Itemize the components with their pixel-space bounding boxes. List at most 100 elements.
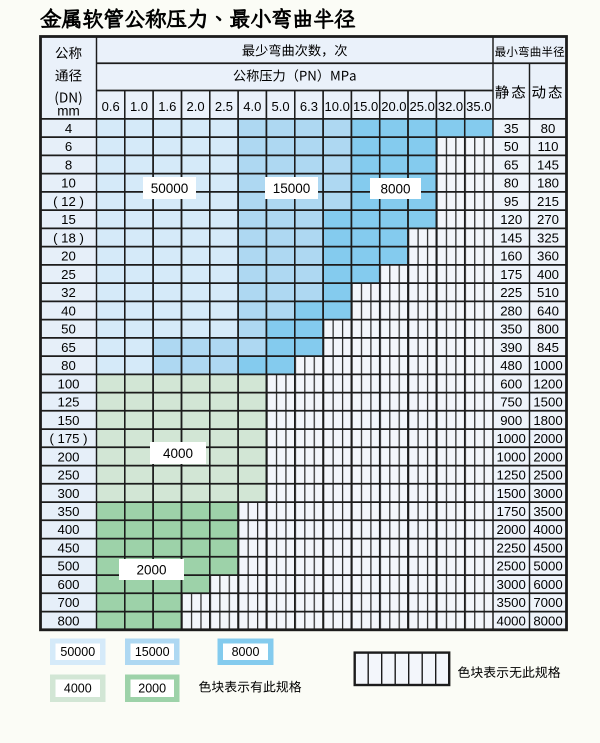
svg-text:( 12 ): ( 12 ) bbox=[53, 194, 84, 209]
svg-text:35.0: 35.0 bbox=[466, 99, 491, 114]
svg-text:120: 120 bbox=[500, 212, 522, 227]
svg-text:4500: 4500 bbox=[533, 541, 562, 556]
svg-text:0.6: 0.6 bbox=[102, 99, 120, 114]
svg-text:270: 270 bbox=[537, 212, 559, 227]
svg-text:50: 50 bbox=[61, 322, 76, 337]
svg-text:( 18 ): ( 18 ) bbox=[53, 230, 84, 245]
svg-text:50: 50 bbox=[504, 139, 519, 154]
svg-text:4.0: 4.0 bbox=[243, 99, 261, 114]
svg-text:1250: 1250 bbox=[497, 468, 526, 483]
svg-text:640: 640 bbox=[537, 303, 559, 318]
svg-text:3000: 3000 bbox=[497, 577, 526, 592]
svg-text:1.6: 1.6 bbox=[158, 99, 176, 114]
svg-text:2000: 2000 bbox=[533, 431, 562, 446]
svg-text:35: 35 bbox=[504, 121, 519, 136]
svg-text:510: 510 bbox=[537, 285, 559, 300]
svg-text:225: 225 bbox=[500, 285, 522, 300]
svg-text:2000: 2000 bbox=[497, 522, 526, 537]
svg-text:4000: 4000 bbox=[497, 614, 526, 629]
svg-text:750: 750 bbox=[500, 395, 522, 410]
svg-text:2500: 2500 bbox=[497, 559, 526, 574]
svg-text:1000: 1000 bbox=[533, 358, 562, 373]
svg-text:2.5: 2.5 bbox=[215, 99, 233, 114]
svg-text:32.0: 32.0 bbox=[438, 99, 463, 114]
svg-text:175: 175 bbox=[500, 267, 522, 282]
svg-text:4000: 4000 bbox=[533, 522, 562, 537]
svg-text:800: 800 bbox=[537, 322, 559, 337]
svg-text:5.0: 5.0 bbox=[272, 99, 290, 114]
svg-text:10.0: 10.0 bbox=[325, 99, 350, 114]
svg-text:4: 4 bbox=[65, 121, 72, 136]
svg-text:150: 150 bbox=[57, 413, 79, 428]
svg-text:8: 8 bbox=[65, 157, 72, 172]
svg-text:160: 160 bbox=[500, 249, 522, 264]
svg-text:8000: 8000 bbox=[533, 614, 562, 629]
svg-text:845: 845 bbox=[537, 340, 559, 355]
svg-text:1800: 1800 bbox=[533, 413, 562, 428]
svg-text:215: 215 bbox=[537, 194, 559, 209]
svg-text:2000: 2000 bbox=[533, 449, 562, 464]
svg-text:25: 25 bbox=[61, 267, 76, 282]
svg-text:2000: 2000 bbox=[136, 562, 166, 577]
svg-text:10: 10 bbox=[61, 176, 76, 191]
svg-text:32: 32 bbox=[61, 285, 76, 300]
svg-text:5000: 5000 bbox=[533, 559, 562, 574]
svg-text:50000: 50000 bbox=[151, 181, 189, 196]
svg-text:360: 360 bbox=[537, 249, 559, 264]
svg-text:2.0: 2.0 bbox=[187, 99, 205, 114]
svg-text:3500: 3500 bbox=[533, 504, 562, 519]
svg-text:325: 325 bbox=[537, 230, 559, 245]
svg-text:600: 600 bbox=[57, 577, 79, 592]
svg-text:2500: 2500 bbox=[533, 468, 562, 483]
svg-text:50000: 50000 bbox=[60, 645, 95, 659]
svg-text:110: 110 bbox=[537, 139, 558, 154]
svg-text:800: 800 bbox=[57, 614, 79, 629]
svg-text:390: 390 bbox=[500, 340, 522, 355]
svg-text:65: 65 bbox=[61, 340, 76, 355]
svg-text:145: 145 bbox=[500, 230, 522, 245]
svg-text:1500: 1500 bbox=[497, 486, 526, 501]
svg-text:500: 500 bbox=[57, 559, 79, 574]
svg-text:145: 145 bbox=[537, 157, 559, 172]
svg-text:8000: 8000 bbox=[380, 181, 410, 196]
svg-text:2250: 2250 bbox=[497, 541, 526, 556]
svg-text:280: 280 bbox=[500, 303, 522, 318]
svg-text:mm: mm bbox=[57, 104, 80, 119]
svg-text:100: 100 bbox=[57, 376, 79, 391]
svg-text:8000: 8000 bbox=[232, 645, 260, 659]
svg-text:20: 20 bbox=[61, 249, 76, 264]
svg-text:180: 180 bbox=[537, 176, 559, 191]
svg-text:1000: 1000 bbox=[497, 431, 526, 446]
svg-text:350: 350 bbox=[57, 504, 79, 519]
svg-text:2000: 2000 bbox=[138, 682, 166, 696]
svg-text:3500: 3500 bbox=[497, 595, 526, 610]
svg-text:20.0: 20.0 bbox=[381, 99, 406, 114]
svg-text:125: 125 bbox=[57, 395, 79, 410]
svg-text:6: 6 bbox=[65, 139, 72, 154]
svg-text:250: 250 bbox=[57, 468, 79, 483]
svg-text:600: 600 bbox=[500, 376, 522, 391]
svg-text:65: 65 bbox=[504, 157, 519, 172]
svg-text:400: 400 bbox=[57, 522, 79, 537]
svg-text:80: 80 bbox=[61, 358, 76, 373]
svg-text:1500: 1500 bbox=[533, 395, 562, 410]
svg-text:( 175 ): ( 175 ) bbox=[49, 431, 87, 446]
svg-text:25.0: 25.0 bbox=[410, 99, 435, 114]
svg-text:700: 700 bbox=[57, 595, 79, 610]
svg-text:200: 200 bbox=[57, 449, 79, 464]
svg-text:15: 15 bbox=[61, 212, 76, 227]
svg-text:6000: 6000 bbox=[533, 577, 562, 592]
svg-text:3000: 3000 bbox=[533, 486, 562, 501]
svg-text:300: 300 bbox=[57, 486, 79, 501]
svg-text:7000: 7000 bbox=[533, 595, 562, 610]
svg-text:95: 95 bbox=[504, 194, 519, 209]
svg-text:15000: 15000 bbox=[273, 181, 311, 196]
svg-text:1200: 1200 bbox=[533, 376, 562, 391]
svg-text:4000: 4000 bbox=[64, 682, 92, 696]
svg-text:900: 900 bbox=[500, 413, 522, 428]
svg-text:4000: 4000 bbox=[163, 446, 193, 461]
svg-text:350: 350 bbox=[500, 322, 522, 337]
svg-text:15000: 15000 bbox=[135, 645, 170, 659]
svg-text:40: 40 bbox=[61, 303, 76, 318]
svg-text:1000: 1000 bbox=[497, 449, 526, 464]
